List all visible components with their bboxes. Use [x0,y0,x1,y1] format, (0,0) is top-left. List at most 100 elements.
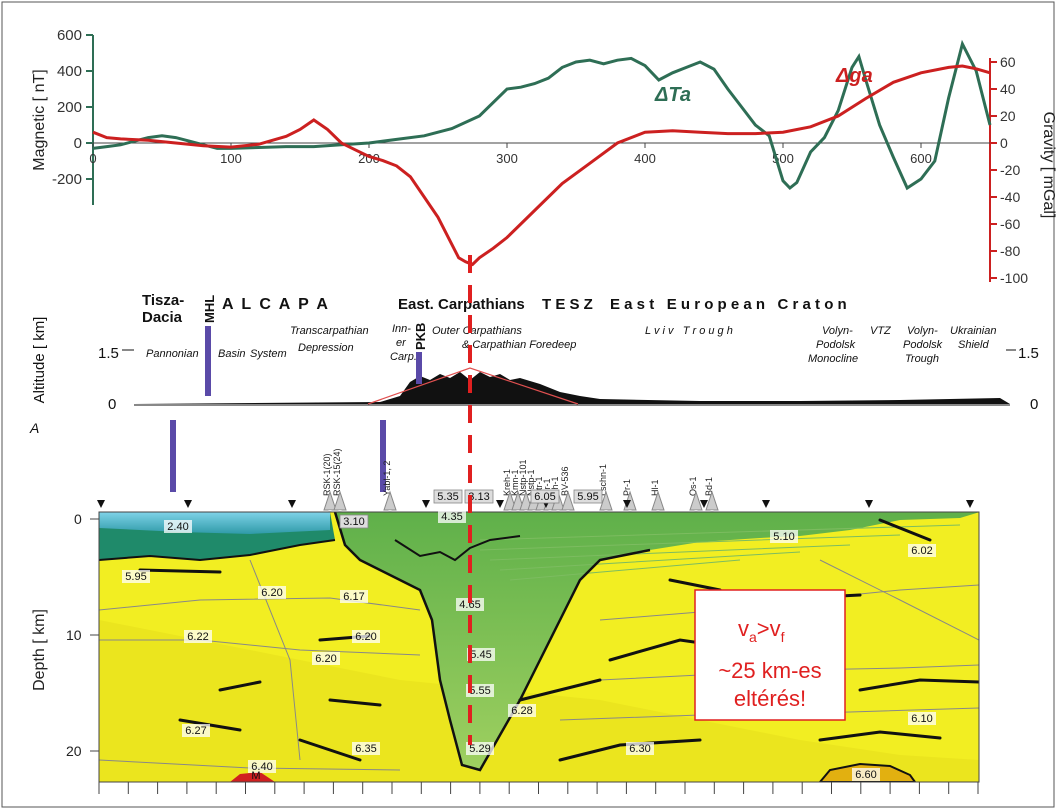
svg-text:3.10: 3.10 [343,516,364,528]
magnetic-series-label: ΔTa [654,84,691,106]
well-label: Os-1 [688,476,698,496]
velocity-label: 6.22 [184,630,212,643]
outer-carpathians-label: Outer Carpathians [432,325,522,337]
station-triangle [700,500,708,508]
annotation-line-2: ~25 km-es [718,658,821,683]
gravity-series-line [92,64,991,267]
transcarpathian-label: Transcarpathian [290,325,369,337]
gravity-tick-label: -20 [1000,162,1020,178]
inner-boundary [394,535,521,562]
svg-text:3.13: 3.13 [468,491,489,503]
svg-text:M: M [251,770,260,782]
svg-text:6.30: 6.30 [629,743,650,755]
svg-text:4.35: 4.35 [441,511,462,523]
velocity-label: 6.60 [852,768,880,781]
svg-text:6.35: 6.35 [355,743,376,755]
system-label: System [250,348,287,360]
basin-label: Basin [218,348,246,360]
volyn-trough-label-2: Podolsk [903,339,943,351]
x-tick-label: 100 [220,151,242,166]
depth-axis-label: Depth [ km] [31,609,48,691]
pkb-label: PKB [413,323,428,350]
station-triangle [184,500,192,508]
well-label: Nstp-1 [526,469,536,496]
water-layer [99,512,330,534]
velocity-label: 6.20 [352,630,380,643]
gravity-tick-label: -40 [1000,189,1020,205]
station-triangle [865,500,873,508]
magnetic-tick-label: -200 [52,171,82,188]
well-label: Str-1 [534,476,544,496]
pkb-marker-lower [380,420,386,492]
svg-text:5.95: 5.95 [577,491,598,503]
station-triangle [496,500,504,508]
station-markers [97,500,974,508]
velocity-label: 4.35 [438,510,466,523]
velocity-label: 5.45 [467,648,495,661]
well-label: Bd-1 [704,477,714,496]
station-triangle [97,500,105,508]
velocity-label: 6.17 [340,590,368,603]
well-label: Lschn-1 [598,464,608,496]
depth-tick-10: 10 [66,627,82,643]
volyn-monocline-label-2: Podolsk [816,339,856,351]
velocity-label: 6.20 [312,652,340,665]
gravity-tick-label: 20 [1000,108,1016,124]
mhl-marker [205,326,211,396]
inner-carp-label-2: er [396,337,407,349]
velocity-label: 6.27 [182,724,210,737]
svg-text:6.20: 6.20 [315,653,336,665]
well-label: Cr-1 [542,479,552,497]
annotation-line-1: va>vf [738,616,785,645]
altitude-tick-right-1-5: 1.5 [1018,345,1039,362]
lviv-trough-label: L v i v T r o u g h [645,325,733,337]
velocity-label: M [251,770,260,782]
well-label: Kreh-1 [502,469,512,496]
station-triangle [762,500,770,508]
altitude-tick-right-0: 0 [1030,396,1038,413]
volyn-monocline-label-3: Monocline [808,353,858,365]
svg-text:4.65: 4.65 [459,599,480,611]
gravity-tick-label: -80 [1000,243,1020,259]
svg-text:5.45: 5.45 [470,649,491,661]
x-tick-label: 0 [89,151,96,166]
depth-tick-0: 0 [74,511,82,527]
svg-text:6.17: 6.17 [343,591,364,603]
vtz-label: VTZ [870,325,892,337]
svg-text:6.05: 6.05 [534,491,555,503]
mhl-label: MHL [202,295,217,323]
svg-text:5.35: 5.35 [437,491,458,503]
well-label: Ch-1 [550,476,560,496]
gravity-tick-label: 40 [1000,81,1016,97]
svg-text:6.28: 6.28 [511,705,532,717]
velocity-label: 5.35 [433,489,463,504]
x-tick-label: 600 [910,151,932,166]
svg-text:5.29: 5.29 [469,743,490,755]
velocity-label: 6.35 [352,742,380,755]
velocity-label: 5.95 [122,570,150,583]
magnetic-tick-label: 200 [57,99,82,116]
inner-carp-label-1: Inn- [392,323,411,335]
velocity-label: 6.02 [908,544,936,557]
svg-text:5.10: 5.10 [773,531,794,543]
basement-top [99,539,336,562]
svg-text:6.20: 6.20 [261,587,282,599]
svg-text:5.95: 5.95 [125,571,146,583]
velocity-label: 6.05 [530,489,560,504]
carpathian-wedge-fill [335,512,979,770]
gravity-tick-label: 0 [1000,135,1008,151]
svg-text:5.55: 5.55 [469,685,490,697]
x-tick-label: 400 [634,151,656,166]
volyn-trough-label-1: Volyn- [907,325,938,337]
velocity-label: 6.20 [258,586,286,599]
east-carpathians-label: East. Carpathians [398,296,525,313]
velocity-label: 6.10 [908,712,936,725]
x-tick-label: 300 [496,151,518,166]
magnetic-axis-label: Magnetic [ nT] [31,69,48,170]
gravity-tick-label: 60 [1000,54,1016,70]
magnetic-series-line [92,39,992,191]
annotation-line-3: eltérés! [734,686,806,711]
moho-mark [230,772,275,782]
